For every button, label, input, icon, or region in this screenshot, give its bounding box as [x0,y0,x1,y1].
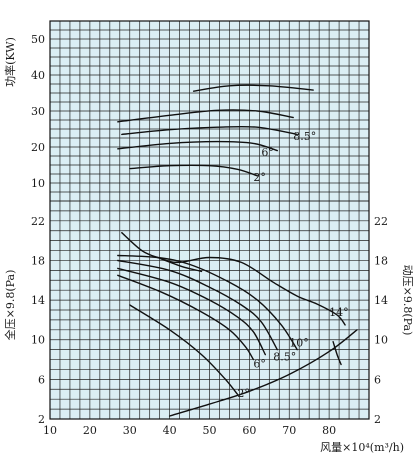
curve-label: 2° [237,387,250,400]
y-tick-label: 40 [31,69,45,82]
series-line [129,164,259,177]
curve-label: 2° [253,171,265,184]
x-tick-label: 30 [123,424,137,437]
pressure-axis-title: 全压×9.8(Pa) [3,270,17,341]
series-line [117,109,294,123]
series-line [121,232,346,326]
curve-labels: 8.5°6°2°14°10°8.5°6°2° [237,130,348,400]
curve-label: 14° [329,306,349,319]
y-tick-label: 22 [31,215,45,228]
y-tick-label: 10 [31,334,45,347]
y-right-tick-label: 14 [374,294,388,307]
y-tick-label: 20 [31,141,45,154]
y-right-tick-label: 10 [374,334,388,347]
curve-label: 10° [289,337,309,350]
series-line [117,259,278,351]
x-tick-label: 20 [83,424,97,437]
y-tick-label: 10 [31,177,45,190]
dynamic-pressure-axis-title: 动压×9.8(Pa) [401,265,413,336]
x-tick-label: 80 [322,424,336,437]
series-line [117,140,278,152]
y-right-tick-label: 6 [374,373,381,386]
y-tick-label: 50 [31,33,45,46]
curves [117,84,358,417]
y-tick-label: 14 [31,294,45,307]
plot-frame [49,20,370,420]
series-line [192,84,314,92]
y-tick-label: 6 [38,373,45,386]
series-line [129,304,239,395]
y-tick-label: 2 [38,413,45,426]
curve-label: 6° [253,357,265,370]
series-line [121,125,298,136]
y-right-tick-label: 18 [374,254,388,267]
x-tick-label: 40 [163,424,177,437]
series-line [117,274,255,361]
curve-label: 8.5° [273,351,296,364]
y-tick-label: 30 [31,105,45,118]
curve-label: 6° [261,146,274,159]
y-right-tick-label: 22 [374,215,388,228]
series-line [117,254,298,351]
series-line [168,329,358,417]
series-line [157,256,203,273]
power-axis-title: 功率(KW) [3,37,17,87]
curve-label: 8.5° [293,130,316,143]
x-tick-label: 10 [43,424,57,437]
x-tick-label: 60 [242,424,256,437]
series-line [332,341,342,366]
x-tick-label: 50 [203,424,217,437]
x-tick-label: 70 [282,424,296,437]
grid [49,20,370,420]
series-line [117,267,266,356]
x-axis-title: 风量×10⁴(m³/h) [320,441,404,454]
y-right-tick-label: 2 [374,413,381,426]
y-tick-label: 18 [31,254,45,267]
